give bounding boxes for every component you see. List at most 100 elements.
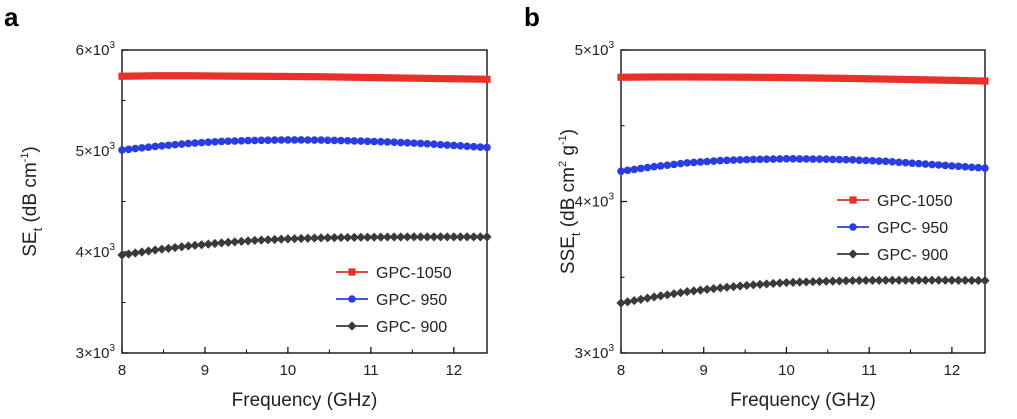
panel-b-letter: b xyxy=(524,2,540,32)
panel-b-series-marker xyxy=(756,73,764,81)
panel-b-series-marker xyxy=(696,73,705,81)
panel-b-series-marker xyxy=(848,156,857,164)
panel-a-series-marker xyxy=(231,72,239,80)
panel-a-legend-label: GPC-1050 xyxy=(376,265,452,282)
panel-b-series-marker xyxy=(710,73,718,81)
panel-b-series-marker xyxy=(895,75,903,83)
panel-a-series-marker xyxy=(475,232,485,242)
panel-b-series-marker xyxy=(796,74,804,82)
panel-b-series-marker xyxy=(941,161,950,170)
panel-b-series-marker xyxy=(968,77,976,85)
panel-b-series-marker xyxy=(637,73,645,81)
panel-a-series-marker xyxy=(183,241,193,251)
panel-a-series-marker xyxy=(284,136,292,144)
panel-a-series-marker xyxy=(435,232,446,242)
panel-b-series-marker xyxy=(888,75,896,83)
panel-a-series-marker xyxy=(343,232,353,243)
panel-a-series-marker xyxy=(455,232,466,242)
panel-b-series-marker xyxy=(643,73,652,81)
panel-a-y-tick-label: 6×103 xyxy=(76,40,116,59)
panel-a-series-marker xyxy=(184,139,193,148)
panel-a-series-marker xyxy=(450,141,458,150)
panel-a-series-marker xyxy=(330,73,338,81)
panel-a-series-marker xyxy=(390,74,398,82)
panel-b-series-marker xyxy=(670,160,678,169)
panel-a-series-marker xyxy=(456,75,465,83)
panel-b-series-marker xyxy=(849,74,857,83)
panel-a-series-marker xyxy=(164,141,173,150)
panel-b-series-marker xyxy=(663,161,672,169)
panel-a-series-marker xyxy=(382,232,393,242)
panel-a-series-marker xyxy=(469,232,479,242)
panel-a-series-marker xyxy=(390,138,398,147)
panel-a-series-marker xyxy=(309,233,320,243)
panel-a-series-marker xyxy=(329,233,339,243)
panel-b-series-marker xyxy=(815,74,824,82)
panel-a-series-marker xyxy=(144,143,153,151)
panel-a-series-marker xyxy=(251,72,259,80)
panel-a-series-marker xyxy=(250,136,259,145)
panel-b-series-marker xyxy=(940,275,950,285)
panel-b-series-marker xyxy=(835,155,844,164)
panel-b-series-marker xyxy=(948,76,956,84)
panel-a-series-marker xyxy=(257,72,265,80)
panel-a-series-marker xyxy=(164,72,173,80)
panel-a-series-marker xyxy=(271,72,279,80)
panel-b-series-marker xyxy=(789,74,797,82)
panel-a-series-marker xyxy=(270,136,279,144)
panel-a-series-marker xyxy=(482,232,492,242)
panel-b-series-marker xyxy=(887,275,897,285)
panel-b-series-marker xyxy=(756,155,764,164)
panel-b-series-marker xyxy=(960,275,970,286)
panel-a-series-marker xyxy=(137,247,147,257)
panel-b-series-marker xyxy=(776,73,784,82)
panel-a-series-marker xyxy=(125,72,133,80)
panel-a-series-marker xyxy=(476,143,485,151)
panel-b-series-marker xyxy=(867,275,878,286)
panel-b-x-tick-label: 10 xyxy=(778,362,795,379)
panel-b-series-marker xyxy=(953,275,964,285)
panel-a-series-marker xyxy=(376,232,386,242)
panel-a-series-marker xyxy=(377,74,385,82)
panel-a-series-marker xyxy=(138,72,146,80)
panel-b-series-marker xyxy=(716,73,724,81)
panel-b-legend-label: GPC- 900 xyxy=(877,247,948,264)
panel-b-series-marker xyxy=(762,155,771,163)
panel-a-series-marker xyxy=(317,73,325,81)
panel-b-legend-marker xyxy=(849,223,857,231)
panel-a-series-marker xyxy=(456,142,465,150)
panel-a-series-marker xyxy=(436,140,445,149)
panel-a-series-marker xyxy=(443,75,451,83)
panel-a-y-axis-title: SEt (dB cm-1) xyxy=(19,146,45,257)
panel-a-series-marker xyxy=(157,244,167,254)
panel-a-series-marker xyxy=(283,234,293,244)
panel-a-series-marker xyxy=(264,136,272,144)
panel-a-series-marker xyxy=(389,232,399,242)
panel-b-series-marker xyxy=(735,281,745,291)
panel-b-series-marker xyxy=(722,282,732,292)
panel-a-y-tick-label: 5×103 xyxy=(76,141,116,160)
panel-a-series-marker xyxy=(423,140,432,148)
panel-a-series-marker xyxy=(171,72,179,80)
panel-b-series-marker xyxy=(815,155,824,163)
panel-a-legend-marker xyxy=(347,321,357,331)
panel-b-legend-label: GPC-1050 xyxy=(877,193,953,210)
panel-a-series-marker xyxy=(463,75,471,83)
panel-b-x-tick-label: 11 xyxy=(861,362,877,379)
panel-a-series-marker xyxy=(264,72,272,80)
panel-b-series-marker xyxy=(683,73,691,81)
panel-a-series-marker xyxy=(350,73,358,81)
panel-a-series-marker xyxy=(118,72,126,80)
panel-b-series-marker xyxy=(683,159,691,167)
panel-b-series-marker xyxy=(888,158,897,166)
panel-b-x-tick-label: 8 xyxy=(617,362,625,379)
panel-a-series-marker xyxy=(163,243,174,253)
panel-b-series-marker xyxy=(835,74,843,82)
panel-b-series-marker xyxy=(643,163,652,172)
panel-b-series-marker xyxy=(742,155,751,164)
panel-b-series-marker xyxy=(616,298,626,308)
panel-b-series-marker xyxy=(736,156,744,164)
panel-a-letter: a xyxy=(4,2,19,32)
panel-b-x-tick-label: 12 xyxy=(944,362,961,379)
panel-a-series-marker xyxy=(462,232,472,242)
